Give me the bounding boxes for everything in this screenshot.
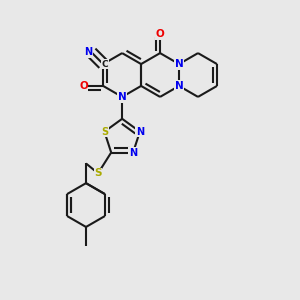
Text: N: N: [175, 59, 183, 69]
Text: N: N: [85, 47, 93, 57]
Text: N: N: [136, 127, 144, 137]
Text: C: C: [101, 59, 108, 69]
Text: N: N: [175, 81, 183, 91]
Text: O: O: [79, 81, 88, 91]
Text: S: S: [94, 168, 102, 178]
Text: N: N: [118, 92, 127, 102]
Text: O: O: [156, 29, 164, 40]
Text: N: N: [129, 148, 137, 158]
Text: S: S: [101, 127, 108, 137]
